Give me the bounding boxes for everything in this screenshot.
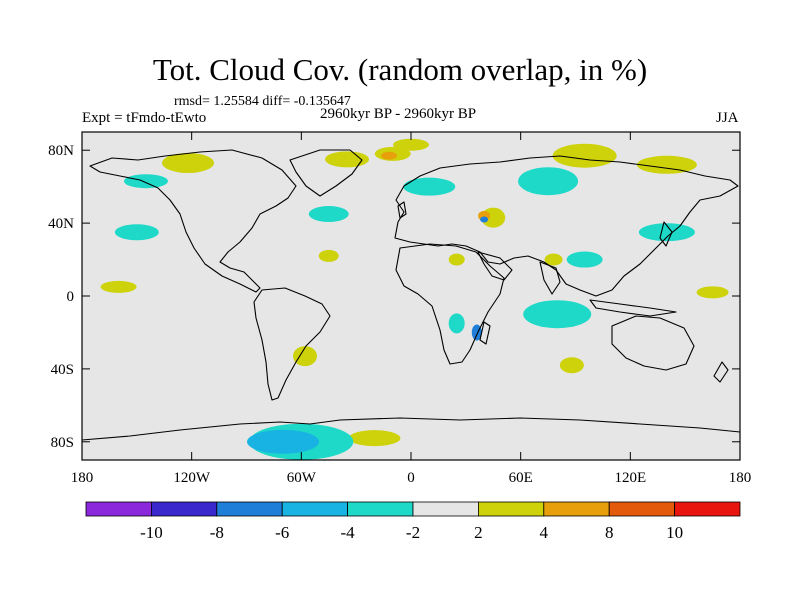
coastline-path bbox=[659, 221, 673, 247]
colorbar-label: 10 bbox=[666, 523, 683, 542]
anomaly-region bbox=[114, 224, 159, 241]
anomaly-region bbox=[638, 223, 695, 242]
colorbar: -10 -8 -6 -4 -2 2 4 8 10 bbox=[85, 501, 741, 542]
anomaly-region bbox=[381, 151, 398, 160]
colorbar-swatch bbox=[85, 501, 152, 517]
colorbar-swatch bbox=[608, 501, 676, 517]
colorbar-label: -6 bbox=[275, 523, 289, 542]
colorbar-label: 8 bbox=[605, 523, 614, 542]
anomaly-region bbox=[318, 249, 339, 262]
anomaly-region bbox=[636, 155, 697, 174]
colorbar-swatch bbox=[216, 501, 283, 517]
coastline-path bbox=[81, 417, 741, 441]
colorbar-swatch bbox=[674, 501, 741, 517]
coastline-path bbox=[397, 201, 407, 219]
colorbar-swatch bbox=[477, 501, 545, 517]
x-tick-label: 120E bbox=[614, 470, 646, 486]
anomaly-region bbox=[123, 174, 168, 189]
anomaly-region bbox=[100, 280, 137, 293]
figure-title: Tot. Cloud Cov. (random overlap, in %) bbox=[152, 52, 648, 87]
coastline-path bbox=[611, 315, 695, 371]
anomaly-region bbox=[393, 138, 429, 151]
anomaly-region bbox=[308, 206, 349, 222]
colorbar-label: 4 bbox=[540, 523, 549, 542]
anomaly-region bbox=[544, 253, 563, 266]
x-tick-label: 60E bbox=[509, 470, 533, 486]
stats-text: rmsd= 1.25584 diff= -0.135647 bbox=[174, 94, 351, 109]
coastline-path bbox=[395, 243, 505, 365]
anomaly-region bbox=[559, 357, 584, 374]
anomaly-region bbox=[403, 177, 456, 196]
coastline-path bbox=[89, 149, 297, 293]
anomaly-region bbox=[247, 429, 320, 454]
coastline-path bbox=[589, 299, 677, 317]
coastline-path bbox=[713, 361, 729, 383]
x-tick-label: 180 bbox=[729, 470, 752, 486]
colorbar-swatch bbox=[412, 501, 479, 517]
y-tick-label: 40N bbox=[48, 216, 74, 232]
anomaly-region bbox=[162, 152, 215, 173]
anomaly-region bbox=[448, 253, 465, 266]
colorbar-swatch bbox=[347, 501, 414, 517]
experiment-label: Expt = tFmdo-tEwto bbox=[82, 110, 207, 126]
anomaly-region bbox=[552, 143, 617, 168]
coastline-path bbox=[394, 155, 739, 297]
map-panel bbox=[81, 131, 741, 461]
x-tick-label: 0 bbox=[407, 470, 415, 486]
period-label: 2960kyr BP - 2960kyr BP bbox=[320, 106, 477, 122]
x-tick-label: 60W bbox=[287, 470, 317, 486]
anomaly-region bbox=[292, 346, 317, 367]
y-tick-label: 80N bbox=[48, 143, 74, 159]
anomaly-region bbox=[480, 216, 489, 223]
colorbar-label: -10 bbox=[140, 523, 163, 542]
coastline-path bbox=[253, 287, 331, 401]
coastline-path bbox=[539, 261, 561, 295]
colorbar-swatch bbox=[281, 501, 349, 517]
colorbar-label: -8 bbox=[210, 523, 224, 542]
axis-ticks: 180 120W 60W 0 60E 120E 180 80N 40N 0 40S 80S bbox=[48, 132, 751, 486]
anomaly-region bbox=[448, 313, 465, 334]
x-tick-label: 120W bbox=[173, 470, 211, 486]
colorbar-label: -4 bbox=[341, 523, 356, 542]
coastlines bbox=[81, 149, 741, 441]
anomaly-region bbox=[325, 151, 370, 168]
y-tick-label: 80S bbox=[51, 435, 74, 451]
anomaly-region bbox=[518, 167, 579, 196]
anomaly-region bbox=[696, 286, 729, 299]
colorbar-swatch bbox=[543, 501, 610, 517]
colorbar-swatch bbox=[150, 501, 218, 517]
coastline-path bbox=[479, 321, 491, 345]
anomaly-region bbox=[348, 430, 401, 447]
coastline-path bbox=[289, 149, 363, 197]
colorbar-label: 2 bbox=[474, 523, 483, 542]
anomaly-region bbox=[523, 300, 592, 329]
y-tick-label: 40S bbox=[51, 362, 74, 378]
y-tick-label: 0 bbox=[67, 289, 75, 305]
coastline-path bbox=[477, 251, 513, 281]
x-tick-label: 180 bbox=[71, 470, 94, 486]
anomaly-regions bbox=[100, 138, 729, 460]
season-label: JJA bbox=[716, 110, 739, 126]
colorbar-label: -2 bbox=[406, 523, 420, 542]
anomaly-region bbox=[566, 251, 603, 268]
